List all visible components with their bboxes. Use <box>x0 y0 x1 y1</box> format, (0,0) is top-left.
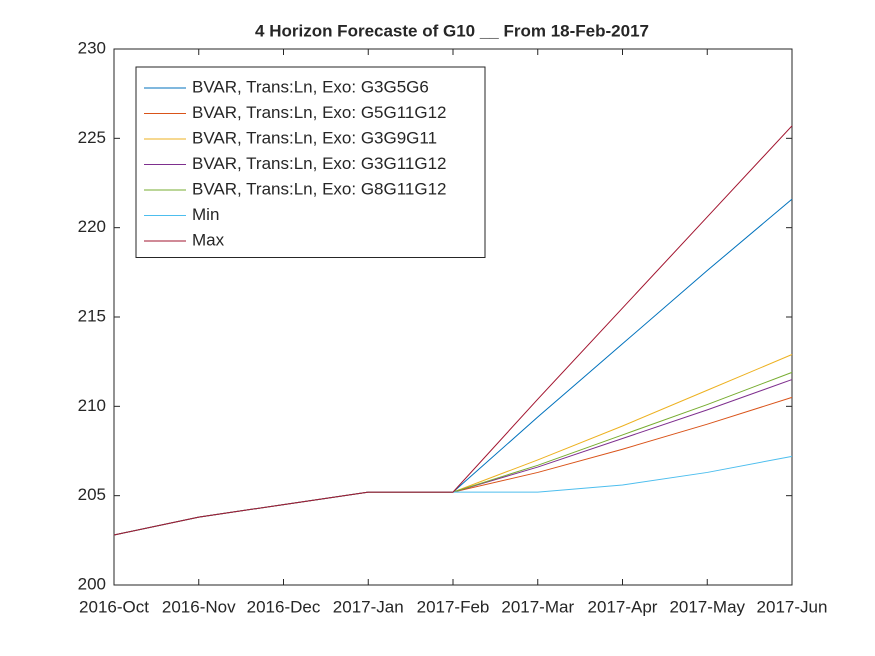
x-tick-label: 2017-Jun <box>757 597 828 616</box>
x-tick-label: 2017-May <box>669 597 745 616</box>
x-tick-label: 2017-Feb <box>417 597 490 616</box>
legend-label: Min <box>192 205 219 224</box>
x-tick-label: 2016-Nov <box>162 597 236 616</box>
legend-label: BVAR, Trans:Ln, Exo: G5G11G12 <box>192 103 447 122</box>
legend-label: Max <box>192 230 225 249</box>
y-tick-label: 210 <box>78 396 106 415</box>
y-tick-label: 225 <box>78 128 106 147</box>
legend-label: BVAR, Trans:Ln, Exo: G3G5G6 <box>192 77 429 96</box>
chart-title: 4 Horizon Forecaste of G10 __ From 18-Fe… <box>255 21 649 40</box>
legend-label: BVAR, Trans:Ln, Exo: G8G11G12 <box>192 179 447 198</box>
legend-box <box>135 66 486 258</box>
y-tick-label: 230 <box>78 38 106 57</box>
x-tick-label: 2017-Mar <box>501 597 574 616</box>
y-tick-label: 205 <box>78 485 106 504</box>
legend-label: BVAR, Trans:Ln, Exo: G3G9G11 <box>192 128 437 147</box>
x-tick-label: 2017-Jan <box>333 597 404 616</box>
legend-label: BVAR, Trans:Ln, Exo: G3G11G12 <box>192 154 447 173</box>
y-tick-label: 200 <box>78 574 106 593</box>
series-line <box>113 125 793 536</box>
x-tick-label: 2016-Oct <box>79 597 149 616</box>
y-tick-label: 220 <box>78 217 106 236</box>
y-tick-label: 215 <box>78 306 106 325</box>
x-tick-label: 2017-Apr <box>588 597 658 616</box>
x-tick-label: 2016-Dec <box>247 597 321 616</box>
